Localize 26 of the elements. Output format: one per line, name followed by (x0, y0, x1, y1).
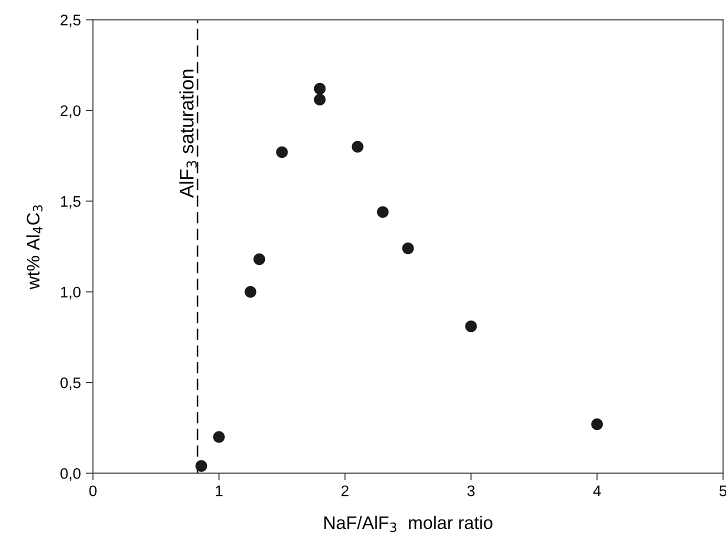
x-tick-label: 1 (216, 486, 222, 496)
point (402, 242, 414, 254)
point (376, 206, 389, 218)
point (314, 82, 326, 95)
y-tick-label: 1,5 (61, 196, 80, 209)
y-tick-label: 1,0 (61, 286, 81, 300)
x-tick-label: 0 (89, 485, 97, 496)
y-tick-label: 0,5 (60, 377, 80, 390)
point (591, 418, 603, 430)
y-axis-title: wt% Al$_{4}$C$_{3}$ (26, 205, 43, 290)
point (465, 320, 477, 332)
point (352, 140, 364, 153)
point (195, 460, 208, 472)
ref-line-label: AlF$_{3}$ saturation (179, 70, 197, 198)
y-tick-label: 2,0 (60, 105, 81, 118)
point (244, 286, 256, 298)
point (213, 431, 225, 443)
x-tick-label: 4 (593, 486, 601, 496)
point (314, 94, 326, 106)
x-tick-label: 2 (342, 485, 348, 496)
point (276, 146, 288, 158)
x-tick-label: 3 (467, 485, 475, 496)
y-tick-label: 2,5 (60, 14, 80, 28)
point (253, 253, 266, 266)
y-tick-label: 0,0 (60, 468, 81, 481)
x-axis-title: NaF/AlF$_{3}$ molar ratio (324, 516, 492, 532)
